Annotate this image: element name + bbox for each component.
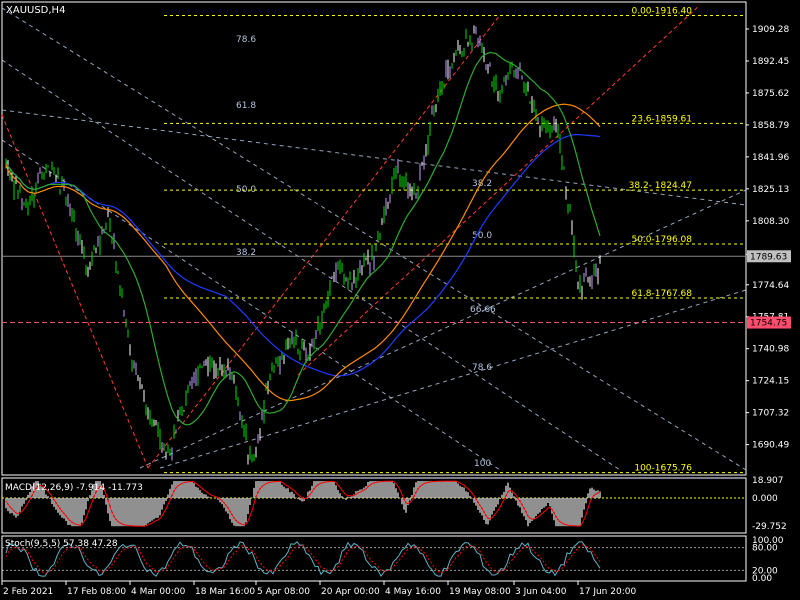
stoch-tick-label: 100.00 xyxy=(752,536,784,546)
price-tick-label: 1909.28 xyxy=(752,25,789,35)
price-tick-label: 1690.49 xyxy=(752,441,789,451)
current-price-tag xyxy=(747,250,791,263)
price-tick-label: 1707.32 xyxy=(752,409,789,419)
time-tick-label: 19 May 08:00 xyxy=(449,587,511,597)
fib-level-label: 23.6-1859.61 xyxy=(631,114,692,124)
macd-pane-frame xyxy=(1,477,747,534)
stoch-tick-label: 20.00 xyxy=(752,566,778,576)
fib-fan-lines: 78.6 61.8 50.0 38.2 38.2 50.0 66.66 78.6 100 xyxy=(1,7,747,471)
red-channel-lines xyxy=(1,4,701,469)
time-axis: 2 Feb 2021 17 Feb 08:00 4 Mar 00:00 18 Mar … xyxy=(1,581,636,597)
macd-signal-line xyxy=(5,480,601,527)
time-tick-label: 4 Mar 00:00 xyxy=(131,587,186,597)
time-tick-label: 17 Jun 20:00 xyxy=(579,587,636,597)
fib-level-label: 0.00-1916.40 xyxy=(631,6,692,16)
fan-label: 100 xyxy=(474,459,491,469)
fan-label: 38.2 xyxy=(236,248,256,258)
fan-label: 50.0 xyxy=(472,231,492,241)
time-tick-label: 20 Apr 00:00 xyxy=(321,587,380,597)
ma-mid-line xyxy=(5,103,601,402)
channel-line xyxy=(297,4,701,376)
time-tick-label: 4 May 16:00 xyxy=(385,587,441,597)
fib-level-label: 100-1675.76 xyxy=(634,464,692,474)
price-tick-label: 1858.79 xyxy=(752,121,789,131)
fan-label: 38.2 xyxy=(472,179,492,189)
stoch-pane-frame xyxy=(1,535,747,582)
price-tick-label: 1724.15 xyxy=(752,377,789,387)
stoch-signal-line xyxy=(5,544,601,574)
fan-line xyxy=(159,289,747,469)
fib-level-label: 61.8-1767.68 xyxy=(631,289,692,299)
time-tick-label: 5 Apr 08:00 xyxy=(257,587,310,597)
fan-label: 78.6 xyxy=(236,35,256,45)
time-tick-label: 3 Jun 04:00 xyxy=(515,587,567,597)
price-tick-label: 1808.30 xyxy=(752,217,789,227)
ma-slow-line xyxy=(5,133,601,377)
candlesticks xyxy=(5,25,601,465)
ma-fast-line xyxy=(5,51,601,426)
stoch-tick-label: 80.00 xyxy=(752,544,778,554)
symbol-title: XAUUSD,H4 xyxy=(6,5,65,16)
channel-line xyxy=(147,14,501,469)
fan-line xyxy=(139,189,747,469)
fib-retracement-levels: 0.00-1916.40 23.6-1859.61 38.2- 1824.47 50.… xyxy=(164,6,744,474)
time-tick-label: 2 Feb 2021 xyxy=(3,587,53,597)
price-tick-label: 1841.96 xyxy=(752,153,789,163)
fan-label: 61.8 xyxy=(236,101,256,111)
fan-line xyxy=(1,7,747,471)
main-pane-frame xyxy=(1,1,747,476)
price-tick-label: 1892.45 xyxy=(752,57,789,67)
price-tick-label: 1825.13 xyxy=(752,185,789,195)
time-tick-label: 17 Feb 08:00 xyxy=(67,587,126,597)
level-price-tag-label: 1754.75 xyxy=(750,319,787,329)
fan-label: 66.66 xyxy=(470,305,496,315)
moving-averages xyxy=(5,51,601,426)
macd-tick-label: -29.752 xyxy=(752,522,787,532)
stoch-tick-label: 0.00 xyxy=(752,574,772,584)
fib-level-label: 50.0-1796.08 xyxy=(631,235,692,245)
fan-label: 50.0 xyxy=(236,185,256,195)
macd-title: MACD(12,26,9) -7.914 -11.773 xyxy=(5,483,143,493)
price-tick-label: 1875.62 xyxy=(752,89,789,99)
current-price-tag-label: 1789.63 xyxy=(750,252,787,262)
fan-line xyxy=(1,109,747,206)
price-tick-label: 1740.98 xyxy=(752,345,789,355)
fan-line xyxy=(1,59,621,471)
macd-tick-label: 18.907 xyxy=(752,476,784,486)
level-price-tag xyxy=(747,316,791,329)
price-tick-label: 1774.64 xyxy=(752,281,789,291)
fan-label: 78.6 xyxy=(472,363,492,373)
fib-level-label: 38.2- 1824.47 xyxy=(629,181,692,191)
macd-tick-label: 0.000 xyxy=(752,494,778,504)
time-tick-label: 18 Mar 16:00 xyxy=(195,587,255,597)
stoch-title: Stoch(9,5,5) 57.38 47.28 xyxy=(5,539,118,549)
price-axis: 1909.28 1892.45 1875.62 1858.79 1841.96 1825.… xyxy=(746,25,791,451)
channel-line xyxy=(1,114,149,469)
macd-indicator: 18.907 0.000 -29.752 xyxy=(2,476,787,532)
